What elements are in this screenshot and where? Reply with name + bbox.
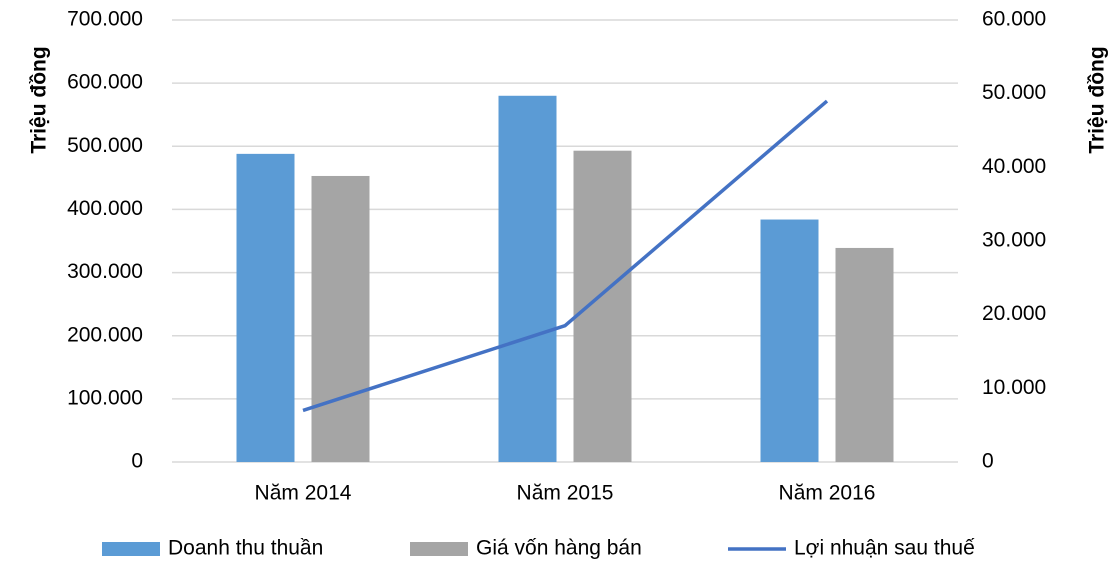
y-tick-label: 300.000 (67, 260, 143, 283)
y-tick-label: 100.000 (67, 386, 143, 409)
y2-tick-label: 30.000 (982, 229, 1046, 252)
y2-axis-title: Triệu đồng (1086, 46, 1109, 153)
y-tick-label: 600.000 (67, 71, 143, 94)
y2-tick-label: 40.000 (982, 155, 1046, 178)
y-tick-label: 0 (131, 450, 143, 473)
bar (498, 95, 557, 463)
bar (760, 219, 819, 462)
legend-swatch (102, 542, 160, 556)
y2-tick-label: 10.000 (982, 376, 1046, 399)
y-tick-label: 700.000 (67, 8, 143, 31)
x-tick-label: Năm 2014 (255, 482, 352, 505)
legend-swatch (410, 542, 468, 556)
y2-tick-label: 60.000 (982, 8, 1046, 31)
y2-tick-label: 50.000 (982, 81, 1046, 104)
bar (835, 247, 894, 462)
bar (311, 175, 370, 462)
legend-label: Lợi nhuận sau thuế (794, 537, 975, 560)
y2-tick-label: 0 (982, 450, 994, 473)
y-tick-label: 400.000 (67, 197, 143, 220)
legend-label: Doanh thu thuần (168, 537, 323, 560)
line (302, 99, 829, 413)
x-tick-label: Năm 2015 (517, 482, 614, 505)
legend-label: Giá vốn hàng bán (476, 537, 642, 560)
bar (236, 153, 295, 462)
y2-tick-label: 20.000 (982, 302, 1046, 325)
y-tick-label: 200.000 (67, 323, 143, 346)
y-axis-title: Triệu đồng (28, 46, 51, 153)
y-tick-label: 500.000 (67, 134, 143, 157)
bar (573, 150, 632, 462)
x-tick-label: Năm 2016 (779, 482, 876, 505)
